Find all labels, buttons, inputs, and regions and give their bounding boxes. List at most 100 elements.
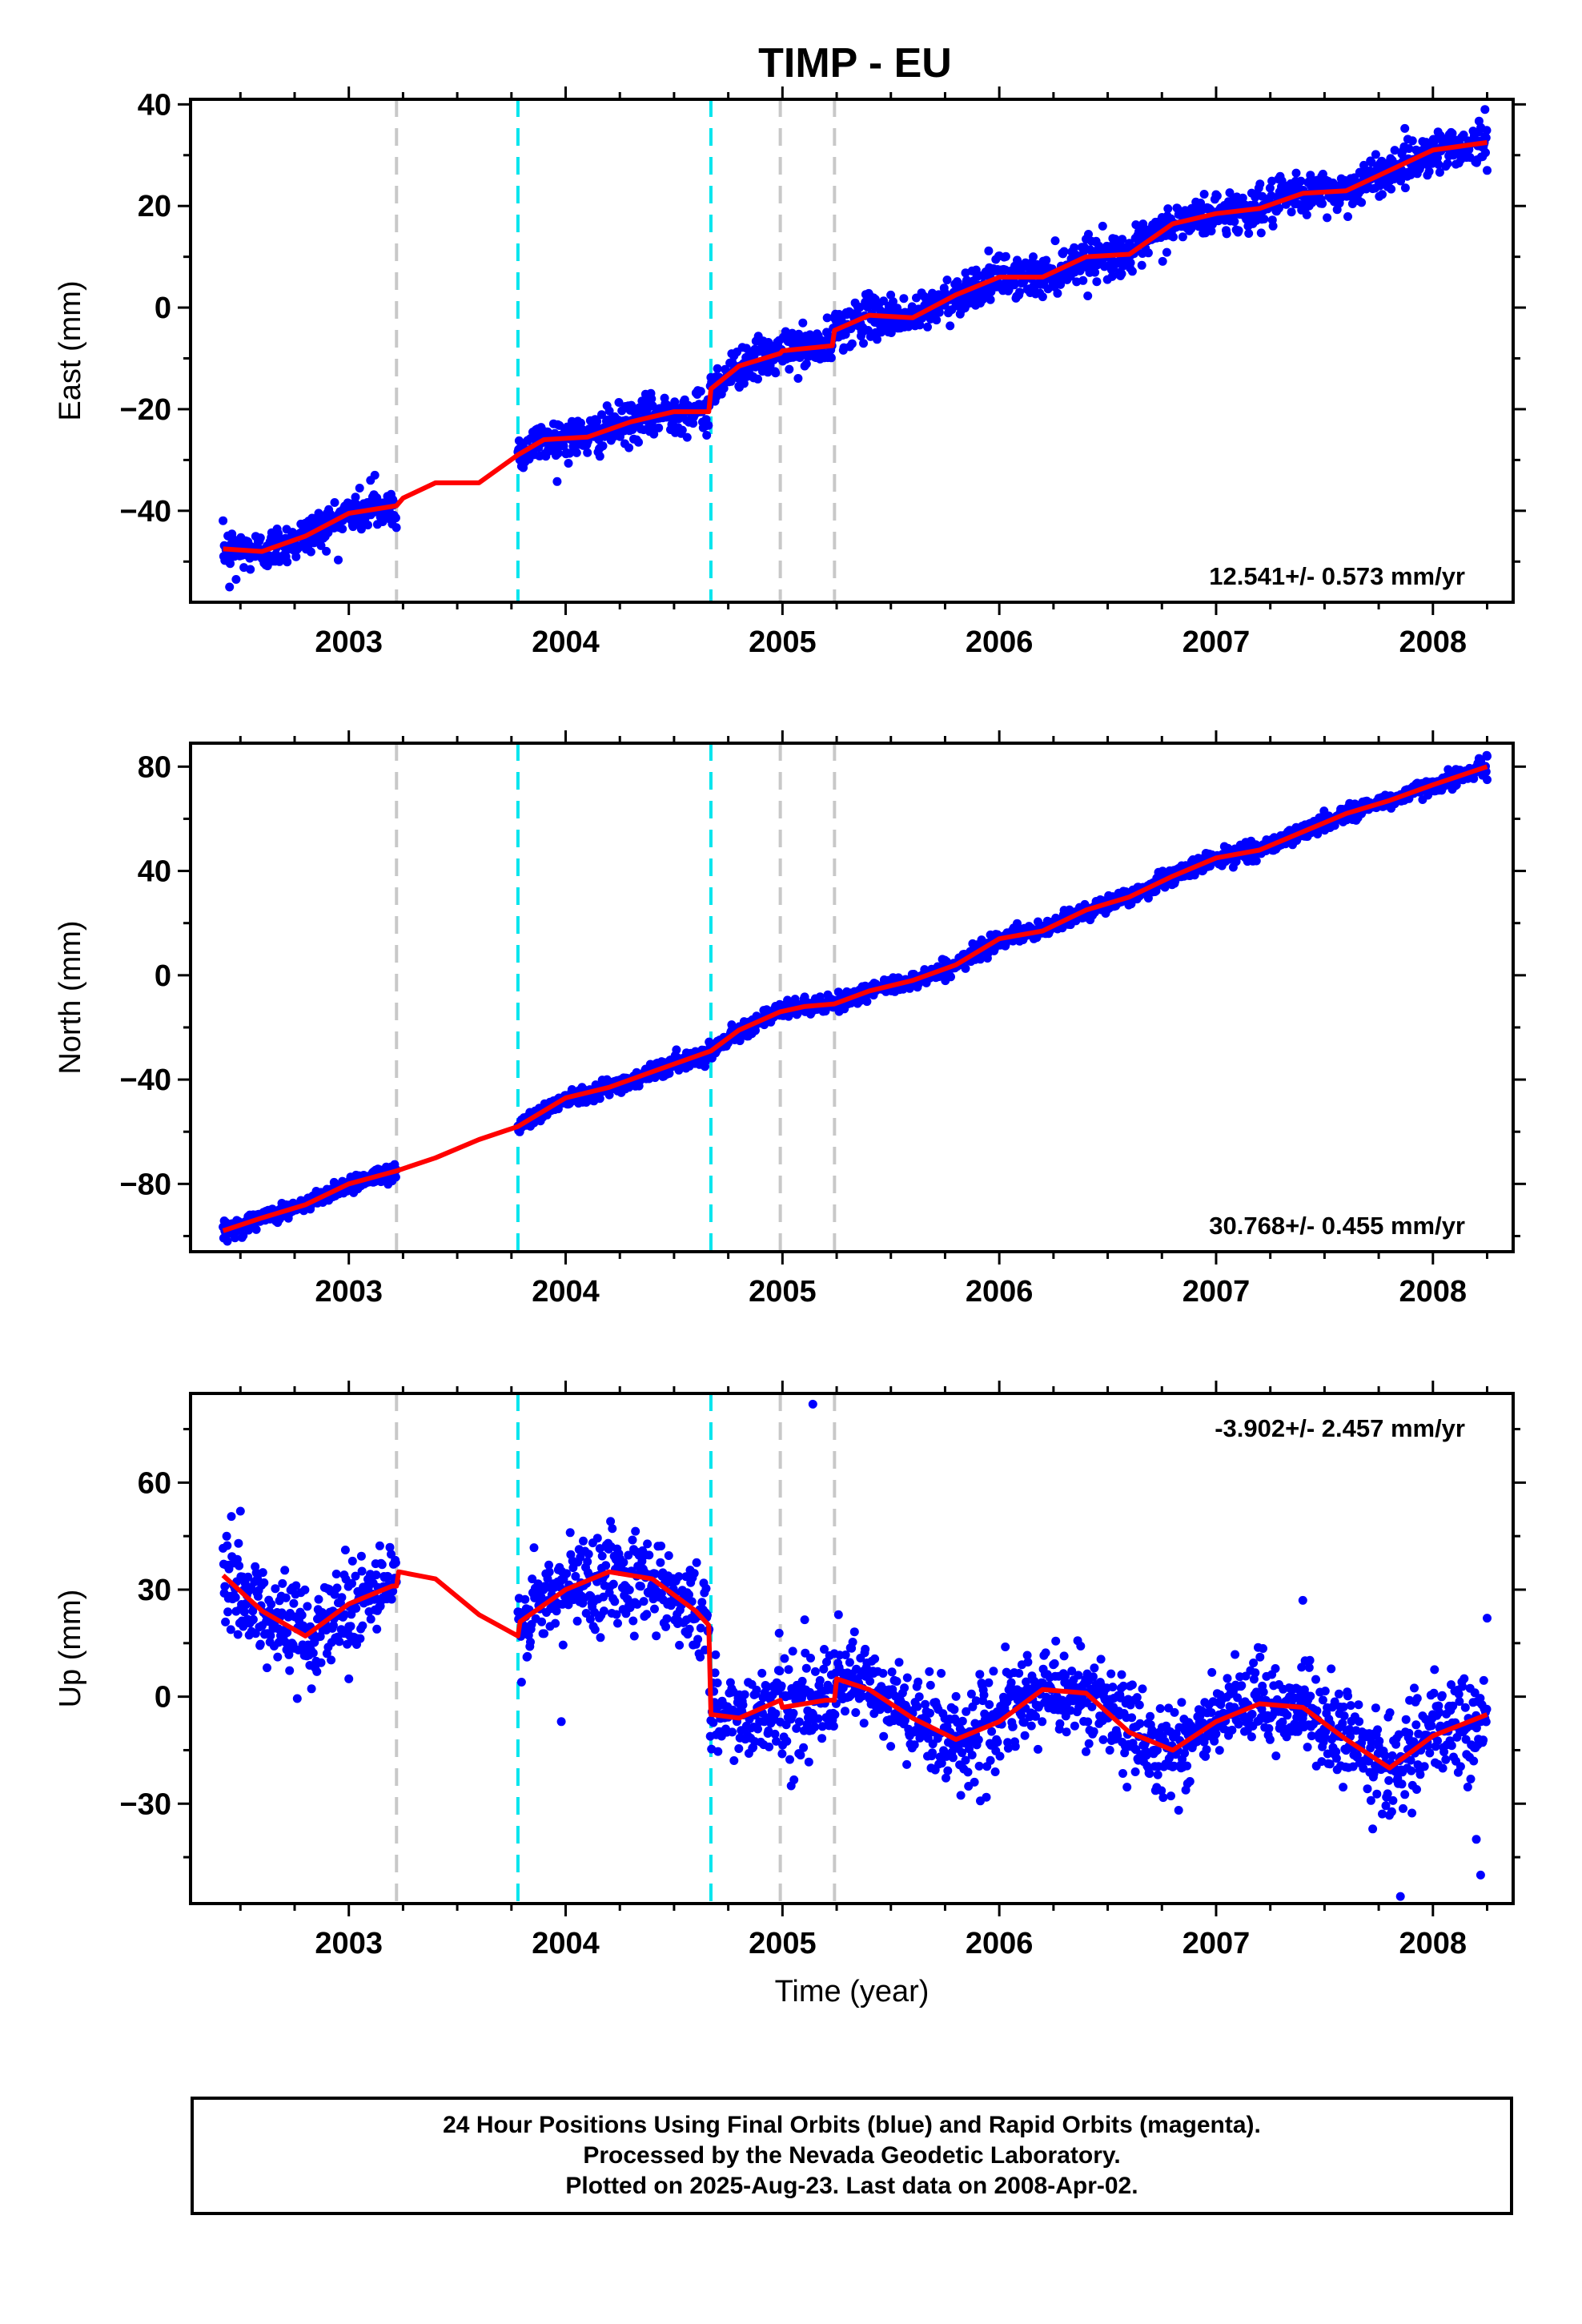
data-point: [251, 1629, 260, 1638]
data-point: [243, 1572, 253, 1582]
data-point: [967, 1751, 977, 1759]
data-point: [355, 484, 364, 493]
data-point: [713, 364, 722, 373]
data-point: [771, 368, 781, 378]
data-point: [251, 1224, 261, 1234]
data-point: [886, 1742, 896, 1751]
data-point: [330, 498, 339, 507]
data-point: [1092, 277, 1102, 287]
data-point: [628, 1535, 637, 1545]
data-point: [753, 1724, 762, 1734]
x-tick-label: 2004: [532, 625, 600, 659]
data-point: [327, 1655, 336, 1665]
data-point: [654, 423, 664, 432]
y-tick-label: −20: [120, 393, 171, 427]
data-point: [1094, 241, 1104, 251]
data-point: [335, 1637, 344, 1647]
data-point: [559, 441, 568, 451]
data-point: [356, 1551, 366, 1561]
data-point: [703, 1610, 712, 1620]
data-point: [689, 1569, 699, 1578]
data-point: [970, 1777, 979, 1787]
data-point: [372, 1624, 382, 1634]
data-point: [371, 1570, 381, 1580]
data-point: [366, 1614, 375, 1624]
data-point: [662, 1614, 672, 1623]
data-point: [267, 1599, 276, 1609]
data-point: [647, 394, 656, 404]
data-point: [984, 246, 994, 255]
data-point: [794, 329, 804, 339]
data-point: [810, 1723, 820, 1731]
data-point: [239, 1622, 248, 1631]
data-point: [782, 1736, 792, 1746]
data-point: [1199, 190, 1209, 199]
panels: 2003 2004 2005 2006 2007 2008−40−2002040East …: [54, 86, 1526, 2008]
data-point: [292, 1694, 302, 1703]
data-point: [624, 1550, 633, 1560]
data-point: [656, 1558, 665, 1567]
data-point: [340, 1610, 350, 1619]
data-point: [948, 1753, 958, 1763]
data-point: [800, 1615, 809, 1625]
data-point: [523, 1651, 532, 1661]
data-point: [291, 552, 301, 561]
data-point: [852, 1664, 861, 1674]
data-point: [1400, 183, 1410, 193]
data-point: [606, 1517, 616, 1526]
data-point: [375, 1541, 384, 1550]
data-point: [928, 1748, 937, 1758]
data-point: [771, 1709, 781, 1719]
data-point: [351, 1603, 361, 1613]
data-point: [308, 1648, 318, 1658]
data-point: [848, 1638, 857, 1647]
data-point: [713, 1747, 723, 1756]
data-point: [1212, 191, 1222, 201]
data-point: [819, 1664, 829, 1674]
data-point: [774, 1628, 784, 1638]
data-point: [291, 1581, 301, 1590]
data-point: [1162, 247, 1171, 257]
data-point: [562, 1569, 572, 1578]
data-point: [909, 1740, 919, 1750]
data-point: [637, 1557, 647, 1566]
data-point: [285, 1666, 295, 1675]
data-point: [1127, 267, 1137, 276]
data-point: [1443, 159, 1452, 168]
data-point: [283, 1628, 292, 1638]
data-point: [1143, 248, 1153, 258]
data-point: [1459, 131, 1468, 139]
data-point: [785, 364, 794, 374]
data-point: [1481, 148, 1490, 158]
data-point: [696, 387, 705, 396]
data-point: [851, 1708, 861, 1717]
data-point: [976, 955, 985, 964]
data-point: [937, 1669, 946, 1678]
y-tick-label: −40: [120, 1063, 171, 1097]
data-point: [239, 1231, 248, 1240]
data-point: [833, 1610, 843, 1619]
data-point: [597, 1551, 607, 1561]
data-point: [234, 1538, 243, 1548]
data-point: [701, 1584, 711, 1594]
data-point: [598, 441, 608, 451]
data-point: [387, 1594, 396, 1604]
data-point: [601, 1561, 611, 1570]
data-point: [1296, 176, 1306, 186]
data-point: [1010, 280, 1019, 290]
data-point: [377, 1560, 387, 1570]
rate-label: 30.768+/- 0.455 mm/yr: [1209, 1212, 1465, 1240]
data-point: [338, 525, 347, 533]
data-point: [830, 1710, 840, 1719]
data-point: [806, 1654, 815, 1663]
data-point: [572, 448, 581, 457]
data-point: [1225, 188, 1235, 198]
data-point-outlier: [225, 582, 235, 592]
data-point: [614, 398, 624, 407]
data-point: [306, 547, 315, 557]
data-point: [942, 1773, 950, 1783]
data-point: [739, 379, 749, 388]
data-point: [1078, 275, 1088, 285]
data-point: [520, 1594, 530, 1604]
data-point: [792, 1723, 801, 1733]
